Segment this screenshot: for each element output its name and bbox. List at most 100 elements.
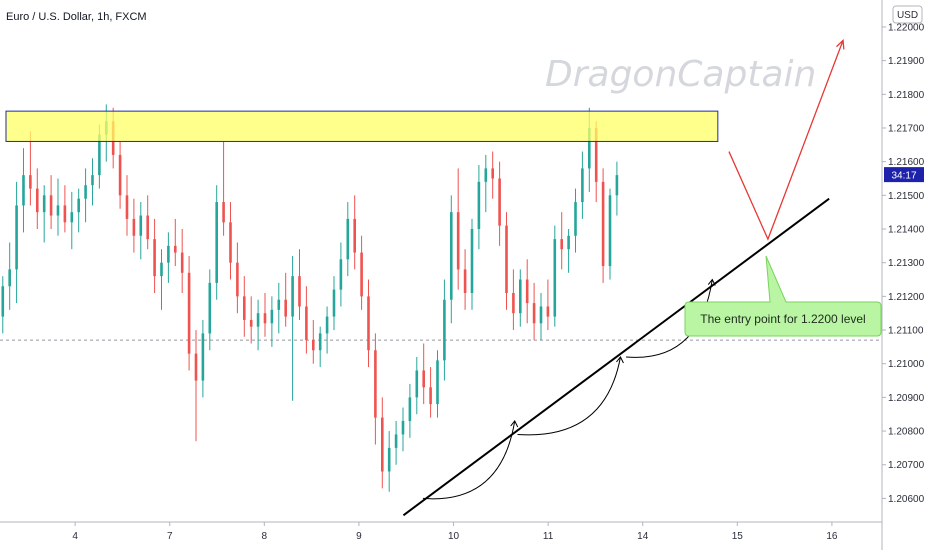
candle-body xyxy=(284,299,287,317)
candle-body xyxy=(505,225,508,293)
candle xyxy=(484,154,488,213)
y-tick-label: 1.21400 xyxy=(888,225,925,236)
candle xyxy=(167,232,170,283)
candle xyxy=(56,178,60,236)
candle-body xyxy=(436,360,439,405)
candle xyxy=(581,151,584,219)
candle xyxy=(236,242,239,314)
candle-body xyxy=(98,134,101,176)
candle xyxy=(525,259,529,324)
candle xyxy=(574,188,577,253)
candle-body xyxy=(360,252,363,297)
candle-body xyxy=(298,276,301,307)
watermark: DragonCaptain xyxy=(545,54,816,95)
candle xyxy=(601,168,605,283)
candle xyxy=(608,188,612,280)
candle xyxy=(49,175,53,230)
candle xyxy=(215,185,218,300)
candle xyxy=(15,181,18,304)
candle xyxy=(208,269,212,351)
candle-body xyxy=(270,309,274,324)
candle xyxy=(222,141,225,236)
candle-body xyxy=(374,350,377,418)
candle xyxy=(22,148,25,233)
candle-body xyxy=(208,282,212,334)
candle xyxy=(153,218,156,293)
candle xyxy=(187,255,191,371)
candle-body xyxy=(311,340,315,351)
candle-body xyxy=(512,292,515,314)
candle-body xyxy=(380,417,384,472)
candle xyxy=(346,202,350,277)
candle-body xyxy=(15,205,18,270)
currency-button[interactable]: USD xyxy=(892,5,923,24)
candle xyxy=(270,296,274,347)
y-tick-label: 1.20600 xyxy=(888,494,925,505)
y-tick-label: 1.21100 xyxy=(888,326,924,337)
candle xyxy=(422,343,425,405)
candle xyxy=(456,168,460,290)
candle xyxy=(553,225,557,327)
candle-body xyxy=(242,296,246,320)
candle-body xyxy=(463,269,467,293)
candle xyxy=(436,350,439,418)
candle-body xyxy=(91,175,94,186)
candle-body xyxy=(567,235,570,250)
y-tick-label: 1.21600 xyxy=(888,157,925,168)
candle xyxy=(367,279,370,368)
candle-body xyxy=(70,212,74,223)
candle-body xyxy=(229,222,232,263)
candle-body xyxy=(167,245,170,263)
candle-body xyxy=(532,303,536,324)
candle-body xyxy=(449,212,453,300)
candle-body xyxy=(249,319,253,327)
candle-body xyxy=(125,195,129,219)
candle xyxy=(470,218,474,310)
candle-body xyxy=(518,279,522,314)
candle-body xyxy=(305,306,308,341)
candle xyxy=(477,165,481,250)
candle-body xyxy=(187,272,191,354)
countdown-label: 34:17 xyxy=(891,171,916,182)
candle-body xyxy=(353,218,356,253)
candle-body xyxy=(49,195,53,216)
candle xyxy=(415,356,419,415)
candle xyxy=(305,286,308,354)
candle-body xyxy=(422,370,425,388)
currency-button-label[interactable]: USD xyxy=(897,10,918,21)
y-tick-label: 1.21300 xyxy=(888,258,925,269)
candle-body xyxy=(539,306,543,324)
candle-body xyxy=(339,259,343,290)
candle xyxy=(291,255,294,401)
candle xyxy=(463,249,467,310)
projection-arrowhead xyxy=(836,39,845,50)
candle xyxy=(77,188,80,233)
candle-body xyxy=(429,387,432,405)
candle xyxy=(277,282,281,334)
candle xyxy=(91,158,94,206)
candle xyxy=(429,367,432,418)
candle-body xyxy=(173,245,177,253)
y-tick-label: 1.21700 xyxy=(888,123,925,134)
candle-body xyxy=(560,239,563,250)
candle xyxy=(180,229,184,293)
candle-body xyxy=(35,188,39,213)
candle-body xyxy=(443,299,446,361)
projection-path xyxy=(728,40,844,241)
curved-arrow-head xyxy=(510,420,519,428)
candle xyxy=(139,202,143,260)
candle-body xyxy=(325,316,329,334)
candle xyxy=(353,195,356,270)
candle-body xyxy=(394,434,398,448)
candle-body xyxy=(139,215,143,236)
candle-body xyxy=(1,286,5,317)
candle xyxy=(298,249,301,320)
candle xyxy=(146,195,149,250)
x-tick-label: 14 xyxy=(637,531,649,542)
currency-button-frame[interactable] xyxy=(892,5,923,24)
curved-arrow xyxy=(625,279,713,358)
candle-body xyxy=(29,175,32,189)
entry-note: The entry point for 1.2200 level xyxy=(684,255,882,337)
candle-body xyxy=(42,195,46,213)
